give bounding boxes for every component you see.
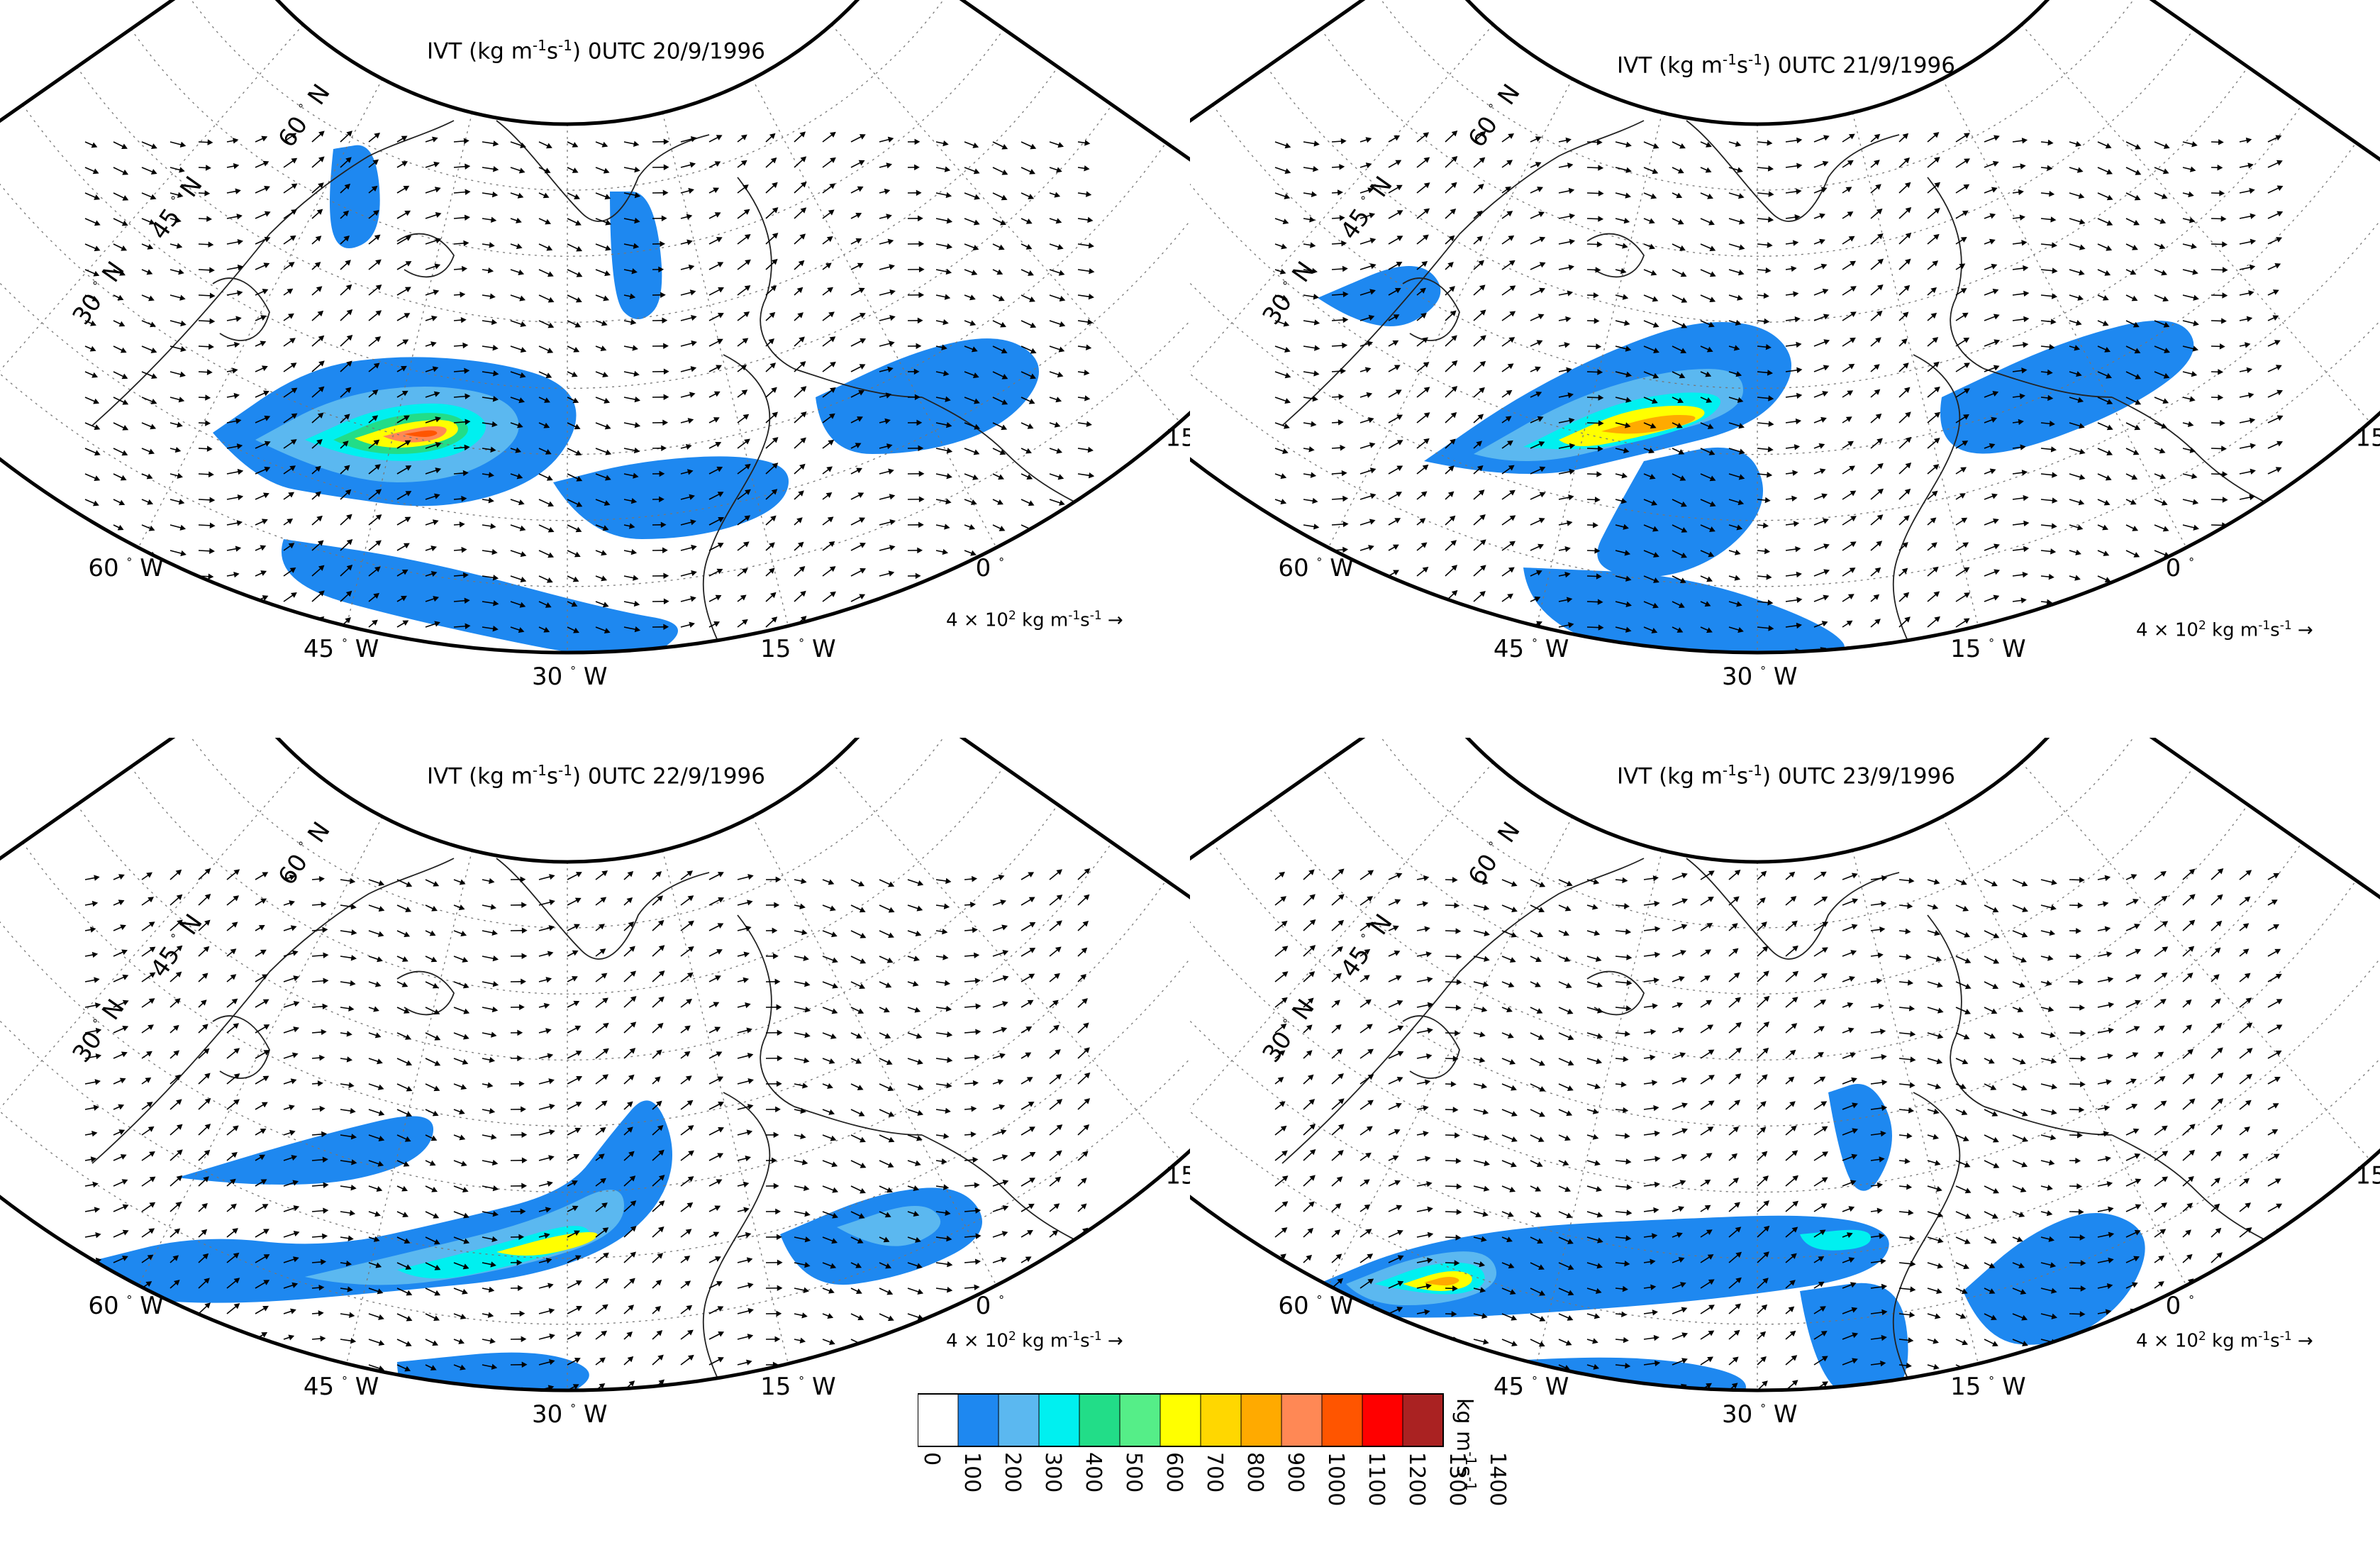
lon-label: 15 ° E [1165, 424, 1190, 453]
panel-d: d) IVT (kg m-1s-1) 0UTC 23/9/1996 60 ° N… [1190, 738, 2380, 1447]
lon-label: 30 ° W [532, 663, 608, 691]
colorbar-box [1241, 1394, 1281, 1446]
lon-label: 0 ° [2166, 1292, 2194, 1320]
colorbar-box [1079, 1394, 1120, 1446]
lon-label: 15 ° W [760, 635, 836, 663]
colorbar-box [1039, 1394, 1079, 1446]
lon-label: 45 ° W [304, 635, 379, 663]
colorbar-tick: 500 [1121, 1452, 1146, 1493]
colorbar-box [1120, 1394, 1160, 1446]
lon-label: 0 ° [976, 1292, 1004, 1320]
lon-label: 60 ° W [1278, 554, 1354, 582]
colorbar-graphic: 0 100 200 300 400 500 600 700 800 900 1000 1100 1200… [918, 1392, 1556, 1542]
colorbar-box [1322, 1394, 1362, 1446]
colorbar-tick: 300 [1040, 1452, 1065, 1493]
colorbar-tick: 400 [1081, 1452, 1106, 1493]
panel-b: b) IVT (kg m-1s-1) 0UTC 21/9/1996 60 ° N… [1190, 0, 2380, 709]
colorbar-tick: 100 [960, 1452, 984, 1493]
lon-label: 15 ° W [1950, 635, 2026, 663]
reference-vector-label: 4 × 102 kg m-1s-1 → [946, 609, 1123, 631]
colorbar-box [1160, 1394, 1201, 1446]
lon-label: 30 ° W [532, 1400, 608, 1429]
colorbar-box [1281, 1394, 1322, 1446]
colorbar-tick: 200 [1000, 1452, 1025, 1493]
colorbar-box [1403, 1394, 1443, 1446]
colorbar-tick: 1200 [1404, 1452, 1429, 1506]
colorbar-box [918, 1394, 958, 1446]
colorbar-tick: 800 [1242, 1452, 1267, 1493]
colorbar-tick: 600 [1162, 1452, 1186, 1493]
panel-c: c) IVT (kg m-1s-1) 0UTC 22/9/1996 60 ° N… [0, 738, 1190, 1447]
colorbar-box [1201, 1394, 1241, 1446]
lon-label: 0 ° [976, 554, 1004, 582]
colorbar-tick: 0 [919, 1452, 944, 1466]
lon-label: 60 ° W [1278, 1292, 1354, 1320]
colorbar-box [958, 1394, 999, 1446]
colorbar: 0 100 200 300 400 500 600 700 800 900 1000 1100 1200… [918, 1392, 1556, 1545]
ivt-map: 60 ° N45 ° N30 ° N90 ° W75 ° W60 ° W45 °… [0, 0, 1190, 709]
lon-label: 60 ° W [88, 554, 164, 582]
lon-label: 15 ° E [1165, 1162, 1190, 1190]
colorbar-tick: 700 [1202, 1452, 1227, 1493]
reference-vector-label: 4 × 102 kg m-1s-1 → [2136, 619, 2313, 641]
colorbar-tick: 1400 [1485, 1452, 1510, 1506]
lon-label: 0 ° [2166, 554, 2194, 582]
lon-label: 15 ° W [760, 1373, 836, 1401]
lon-label: 30 ° W [1722, 1400, 1798, 1429]
lon-label: 15 ° E [2355, 424, 2380, 453]
lon-label: 15 ° E [2355, 1162, 2380, 1190]
ivt-contour [330, 145, 380, 248]
lon-label: 15 ° W [1950, 1373, 2026, 1401]
colorbar-box [999, 1394, 1039, 1446]
colorbar-tick: 1000 [1323, 1452, 1348, 1506]
lon-label: 45 ° W [1494, 635, 1569, 663]
colorbar-box [1362, 1394, 1403, 1446]
lon-label: 30 ° W [1722, 663, 1798, 691]
reference-vector-label: 4 × 102 kg m-1s-1 → [946, 1329, 1123, 1352]
colorbar-tick: 900 [1283, 1452, 1308, 1493]
reference-vector-label: 4 × 102 kg m-1s-1 → [2136, 1329, 2313, 1352]
lon-label: 60 ° W [88, 1292, 164, 1320]
lon-label: 45 ° W [304, 1373, 379, 1401]
colorbar-tick: 1100 [1364, 1452, 1389, 1506]
panel-a: a) IVT (kg m-1s-1) 0UTC 20/9/1996 60 ° N… [0, 0, 1190, 709]
ivt-map: 60 ° N45 ° N30 ° N90 ° W75 ° W60 ° W45 °… [1190, 0, 2380, 709]
